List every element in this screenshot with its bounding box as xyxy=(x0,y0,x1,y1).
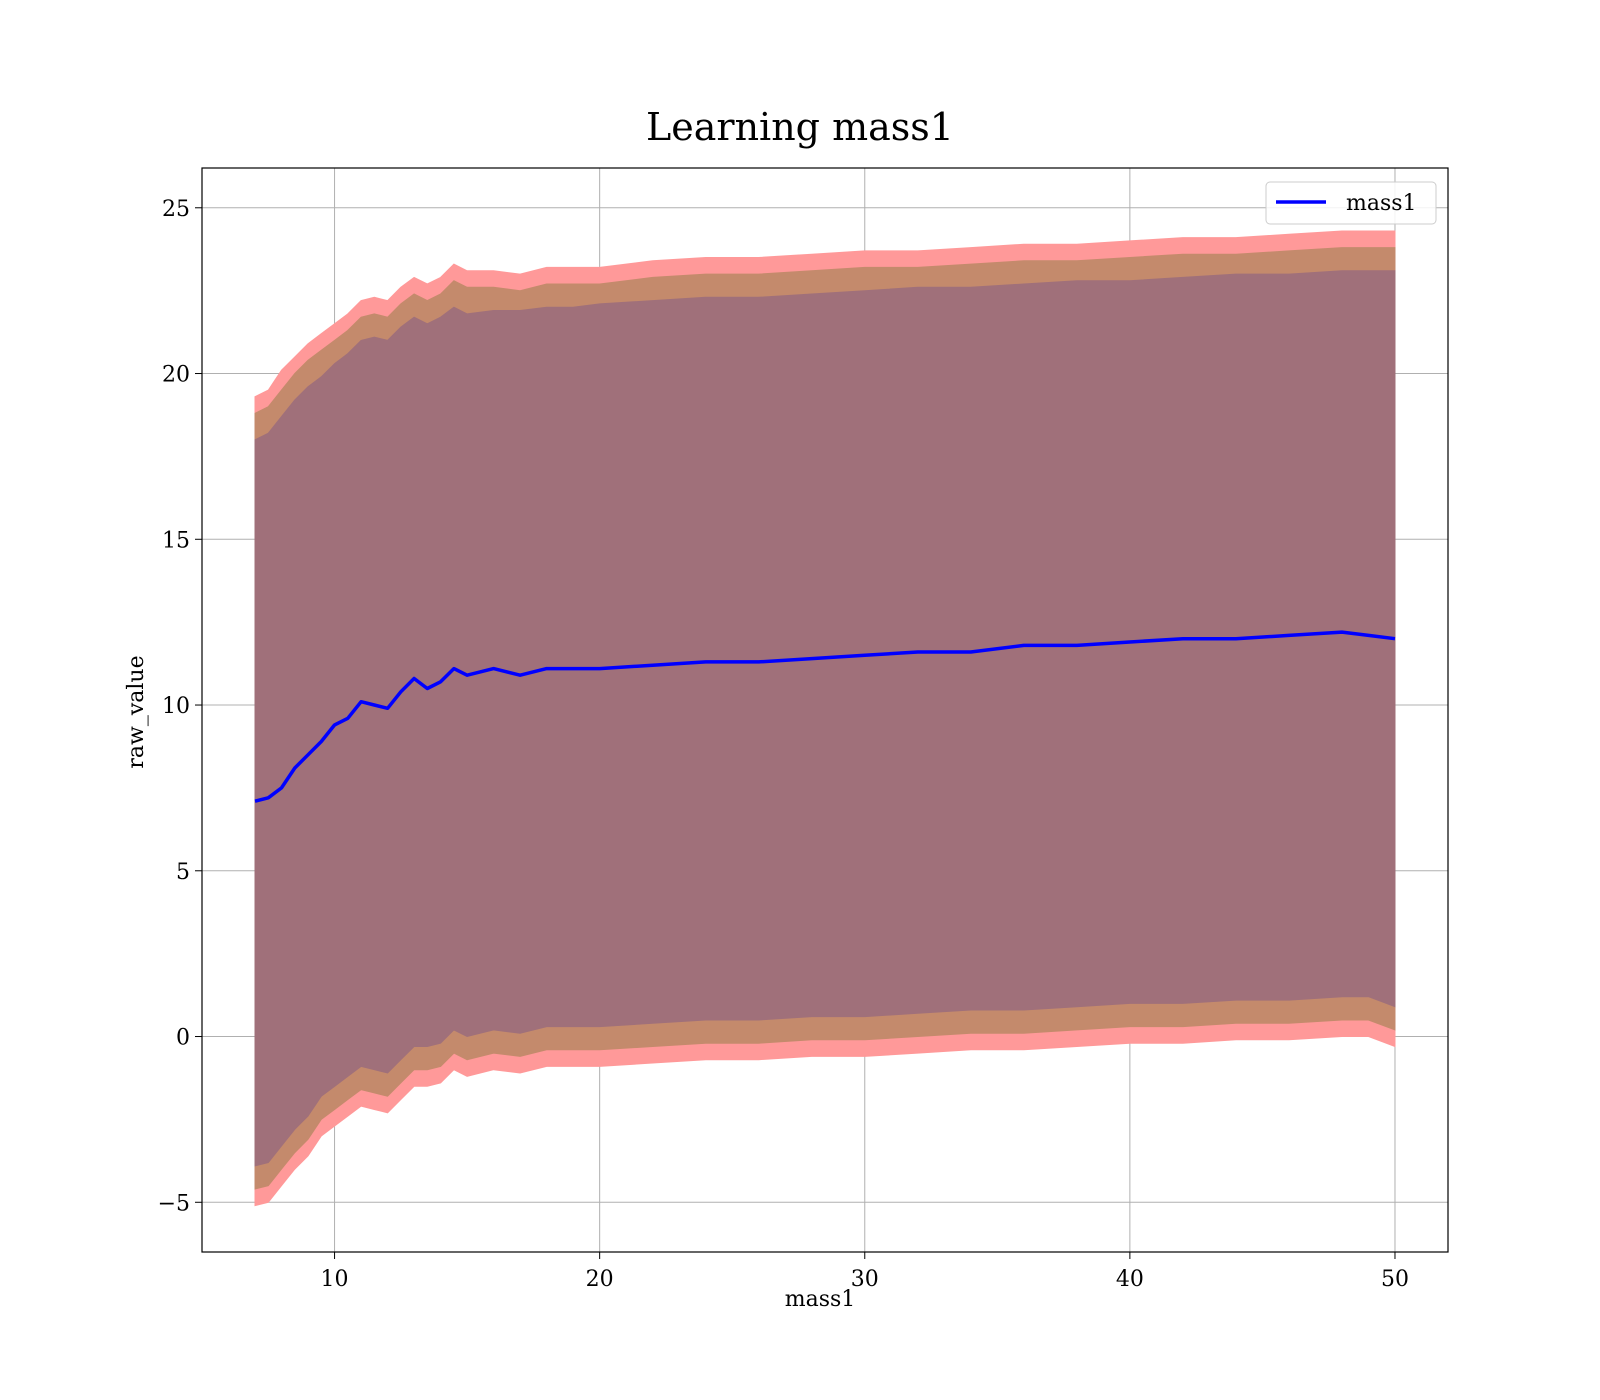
x-tick-label: 20 xyxy=(586,1267,614,1292)
x-tick-label: 10 xyxy=(321,1267,349,1292)
x-axis-label: mass1 xyxy=(785,1287,856,1312)
legend-box xyxy=(1265,181,1437,225)
x-tick-label: 50 xyxy=(1381,1267,1409,1292)
y-tick-label: 20 xyxy=(162,363,190,388)
y-tick-label: 25 xyxy=(162,197,190,222)
chart-title: Learning mass1 xyxy=(646,105,954,149)
plot-frame xyxy=(201,167,1449,1253)
series-lines xyxy=(254,630,1396,803)
y-tick-label: 0 xyxy=(176,1026,190,1051)
y-tick-label: 5 xyxy=(176,860,190,885)
y-axis-ticks: −5 0 5 10 15 20 25 xyxy=(158,197,202,1216)
legend-label-mass1: mass1 xyxy=(1346,191,1417,216)
confidence-bands xyxy=(254,230,1396,1207)
y-axis-label: raw_value xyxy=(124,655,149,768)
x-tick-label: 40 xyxy=(1116,1267,1144,1292)
series-line-mass1 xyxy=(254,630,1396,803)
x-tick-label: 30 xyxy=(851,1267,879,1292)
band-3 xyxy=(254,270,1396,1167)
x-axis-ticks: 10 20 30 40 50 xyxy=(321,1252,1409,1292)
y-tick-label: 10 xyxy=(162,694,190,719)
y-tick-label: −5 xyxy=(158,1191,190,1216)
legend: mass1 xyxy=(1265,181,1437,225)
y-tick-label: 15 xyxy=(162,528,190,553)
